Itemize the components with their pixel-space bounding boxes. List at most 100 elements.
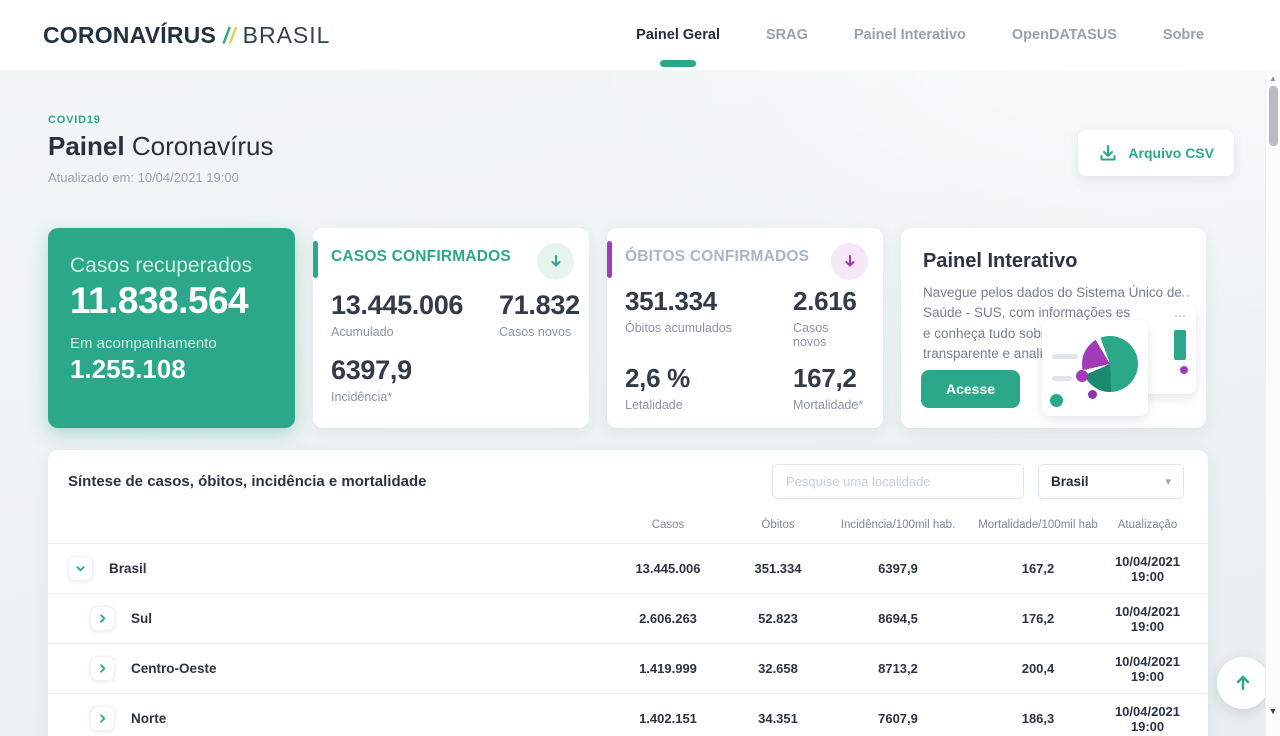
- page-background: COVID19 Painel Coronavírus Atualizado em…: [0, 70, 1280, 736]
- stat-incidence: 6397,9 Incidência*: [331, 356, 499, 404]
- new-cases-value: 71.832: [499, 290, 580, 320]
- scrollbar-down-arrow-icon[interactable]: ▼: [1268, 706, 1278, 716]
- monitoring-label: Em acompanhamento: [70, 335, 217, 352]
- lethality-label: Letalidade: [625, 398, 683, 413]
- table-controls: Brasil ▾: [772, 464, 1184, 499]
- cell-mortalidade: 200,4: [1021, 661, 1055, 676]
- page-title: Painel Coronavírus: [48, 131, 274, 161]
- cell-incidencia: 7607,9: [878, 711, 918, 726]
- nav-item-srag[interactable]: SRAG: [765, 27, 808, 43]
- bar-decoration: [1052, 354, 1078, 359]
- confirmed-stats: 13.445.006 Acumulado 71.832 Casos novos …: [331, 291, 580, 404]
- charts-illustration: ⋯ ⋯: [1034, 288, 1202, 416]
- row-name-cell: Brasil: [48, 556, 603, 581]
- confirmed-cases-card: CASOS CONFIRMADOS 13.445.006 Acumulado 7…: [313, 228, 589, 428]
- purple-dot-icon: [1088, 390, 1097, 399]
- nav-item-opendatasus[interactable]: OpenDATASUS: [1011, 27, 1117, 43]
- accumulated-value: 13.445.006: [331, 290, 464, 320]
- cell-obitos: 32.658: [758, 661, 798, 676]
- purple-dot-icon: [1076, 370, 1088, 382]
- vertical-scrollbar[interactable]: ▲ ▼: [1265, 70, 1280, 736]
- download-icon: [1098, 143, 1118, 163]
- page-header: COVID19 Painel Coronavírus Atualizado em…: [48, 114, 1256, 185]
- bar-decoration: [1052, 376, 1072, 381]
- cell-obitos: 351.334: [754, 561, 802, 576]
- deaths-stats: 351.334 Óbitos acumulados 2.616 Casos no…: [625, 286, 865, 413]
- confirmed-download-button[interactable]: [537, 243, 574, 280]
- cell-incidencia: 8713,2: [878, 661, 918, 676]
- stat-deaths-new: 2.616 Casos novos: [793, 286, 865, 350]
- collapse-row-button[interactable]: [68, 556, 93, 581]
- cell-casos: 13.445.006: [635, 561, 701, 576]
- deaths-accumulated-label: Óbitos acumulados: [625, 321, 733, 336]
- expand-row-button[interactable]: [90, 606, 115, 631]
- locality-search-input[interactable]: [772, 464, 1024, 499]
- column-atualizacao: Atualização: [1117, 519, 1178, 531]
- column-mortalidade: Mortalidade/100mil hab: [978, 519, 1098, 531]
- cell-casos: 1.419.999: [639, 661, 697, 676]
- confirmed-deaths-title: ÓBITOS CONFIRMADOS: [625, 248, 810, 265]
- acesse-button[interactable]: Acesse: [921, 370, 1021, 408]
- cell-atualizacao: 10/04/2021 19:00: [1114, 703, 1181, 734]
- row-region-label: Centro-Oeste: [131, 661, 217, 676]
- cell-casos: 1.402.151: [639, 711, 697, 726]
- cell-casos: 2.606.263: [639, 611, 697, 626]
- cell-mortalidade: 186,3: [1021, 711, 1055, 726]
- stat-lethality: 2,6 % Letalidade: [625, 364, 793, 413]
- stat-accumulated: 13.445.006 Acumulado: [331, 291, 499, 339]
- logo-slashes-icon: //: [223, 22, 236, 48]
- column-casos: Casos: [651, 519, 685, 531]
- csv-download-button[interactable]: Arquivo CSV: [1078, 130, 1234, 176]
- main-nav: Painel Geral SRAG Painel Interativo Open…: [636, 27, 1204, 43]
- top-navigation-bar: CORONAVÍRUS // BRASIL Painel Geral SRAG …: [0, 0, 1280, 70]
- nav-item-sobre[interactable]: Sobre: [1162, 27, 1204, 43]
- cell-incidencia: 8694,5: [878, 611, 918, 626]
- table-header: Síntese de casos, óbitos, incidência e m…: [48, 450, 1208, 511]
- synthesis-table-card: Síntese de casos, óbitos, incidência e m…: [48, 450, 1208, 736]
- logo-brand-text: CORONAVÍRUS: [43, 21, 217, 48]
- region-filter-value: Brasil: [1051, 474, 1089, 489]
- green-bar-icon: [1174, 330, 1186, 360]
- recovered-cases-card: Casos recuperados 11.838.564 Em acompanh…: [48, 228, 295, 428]
- scroll-to-top-button[interactable]: [1217, 657, 1269, 709]
- csv-button-label: Arquivo CSV: [1128, 145, 1214, 161]
- dots-decoration-icon: ⋯: [1176, 287, 1192, 303]
- row-region-label: Sul: [131, 611, 153, 626]
- expand-row-button[interactable]: [90, 706, 115, 731]
- cell-atualizacao: 10/04/2021 19:00: [1114, 653, 1181, 684]
- chevron-down-icon: ▾: [1165, 476, 1171, 488]
- purple-accent-strip: [607, 241, 612, 278]
- scrollbar-up-arrow-icon[interactable]: ▲: [1269, 74, 1277, 83]
- illustration-front-card: [1042, 320, 1148, 416]
- deaths-new-label: Casos novos: [793, 321, 829, 350]
- summary-cards: Casos recuperados 11.838.564 Em acompanh…: [48, 228, 1206, 428]
- monitoring-value: 1.255.108: [70, 354, 186, 384]
- row-region-label: Brasil: [109, 561, 147, 576]
- cell-incidencia: 6397,9: [878, 561, 918, 576]
- row-name-cell: Centro-Oeste: [48, 656, 603, 681]
- cell-atualizacao: 10/04/2021 19:00: [1114, 603, 1181, 634]
- last-updated-text: Atualizado em: 10/04/2021 19:00: [48, 170, 239, 185]
- stat-deaths-accumulated: 351.334 Óbitos acumulados: [625, 286, 793, 349]
- purple-dot-icon: [1180, 366, 1188, 374]
- nav-item-painel-interativo[interactable]: Painel Interativo: [853, 27, 966, 43]
- recovered-title: Casos recuperados: [70, 254, 253, 277]
- page-header-text: COVID19 Painel Coronavírus Atualizado em…: [48, 114, 273, 185]
- cell-mortalidade: 167,2: [1021, 561, 1055, 576]
- scrollbar-thumb[interactable]: [1269, 86, 1278, 146]
- region-filter-select[interactable]: Brasil ▾: [1038, 464, 1184, 499]
- column-incidencia: Incidência/100mil hab.: [840, 519, 956, 531]
- table-row: Brasil 13.445.006 351.334 6397,9 167,2 1…: [48, 544, 1208, 594]
- new-cases-label: Casos novos: [499, 325, 572, 340]
- mortality-value: 167,2: [793, 363, 857, 394]
- expand-row-button[interactable]: [90, 656, 115, 681]
- deaths-download-button[interactable]: [831, 243, 868, 280]
- coronavirus-brasil-logo[interactable]: CORONAVÍRUS // BRASIL: [43, 22, 330, 49]
- deaths-new-value: 2.616: [793, 286, 857, 316]
- pie-chart-icon: [1082, 336, 1138, 392]
- mortality-label: Mortalidade*: [793, 398, 864, 413]
- cell-mortalidade: 176,2: [1021, 611, 1055, 626]
- nav-item-painel-geral[interactable]: Painel Geral: [636, 27, 720, 43]
- deaths-accumulated-value: 351.334: [625, 286, 717, 316]
- table-row: Norte 1.402.151 34.351 7607,9 186,3 10/0…: [48, 694, 1208, 736]
